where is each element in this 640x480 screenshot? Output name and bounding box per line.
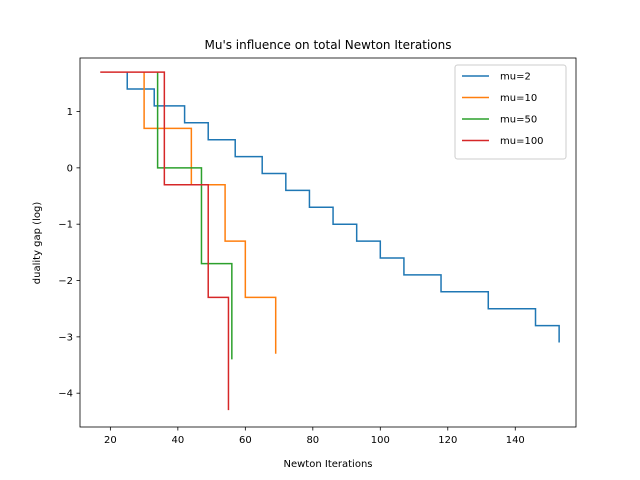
legend-box — [454, 64, 567, 160]
y-tick-label: −4 — [58, 389, 73, 400]
y-tick-label: −2 — [58, 276, 73, 287]
y-tick-label: 0 — [67, 163, 73, 174]
x-axis-label: Newton Iterations — [284, 459, 373, 470]
legend-label: mu=10 — [500, 93, 537, 104]
legend-label: mu=50 — [500, 115, 537, 126]
legend: mu=2 mu=10 mu=50 mu=100 — [454, 64, 567, 160]
legend-label: mu=2 — [500, 72, 531, 83]
y-axis-label: duality gap (log) — [32, 202, 43, 285]
x-tick-label: 120 — [438, 435, 457, 446]
x-tick-label: 40 — [171, 435, 184, 446]
series-line-mu-10 — [143, 72, 277, 354]
x-tick-label: 140 — [506, 435, 525, 446]
chart-title: Mu's influence on total Newton Iteration… — [204, 38, 451, 52]
x-tick-label: 20 — [104, 435, 117, 446]
x-tick-label: 60 — [239, 435, 252, 446]
series-line-mu-100 — [100, 71, 230, 411]
plot-area: 20 40 60 80 100 120 140 1 0 −1 −2 −3 −4 — [58, 57, 577, 446]
legend-label: mu=100 — [500, 136, 544, 147]
series-line-mu-2 — [126, 72, 560, 343]
x-tick-label: 100 — [371, 435, 390, 446]
y-tick-label: 1 — [67, 107, 73, 118]
x-tick-label: 80 — [306, 435, 319, 446]
y-tick-label: −1 — [58, 220, 73, 231]
axes-frame — [79, 57, 577, 428]
series-line-mu-50 — [156, 72, 233, 360]
y-tick-label: −3 — [58, 332, 73, 343]
